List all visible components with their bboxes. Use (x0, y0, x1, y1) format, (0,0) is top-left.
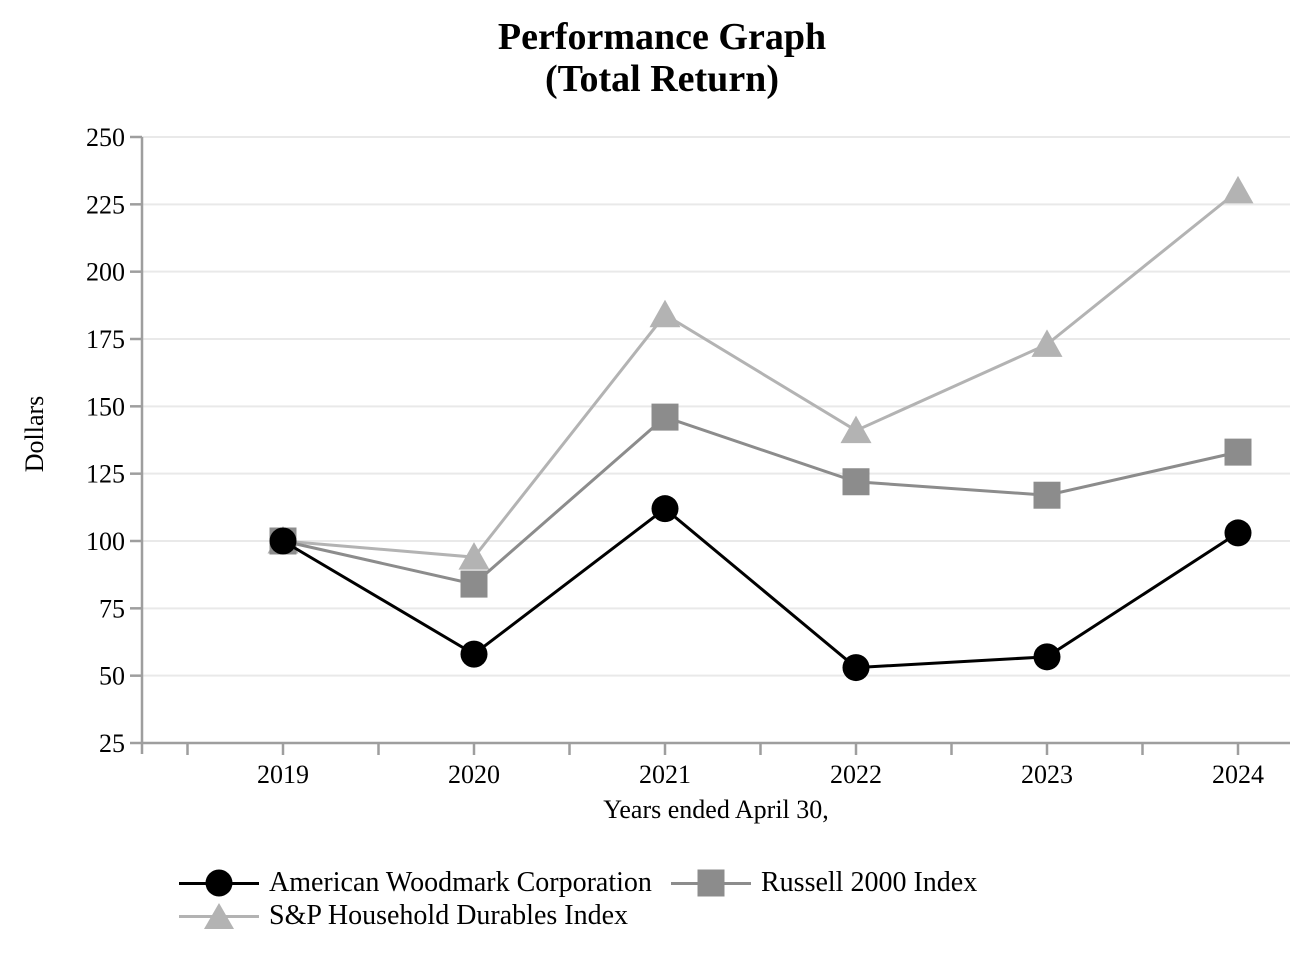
x-axis-tick-label: 2020 (448, 760, 500, 789)
data-point-triangle (1031, 329, 1063, 357)
y-axis-tick-label: 250 (86, 123, 125, 152)
y-axis-tick-label: 125 (86, 460, 125, 489)
series-line-triangle (282, 189, 1239, 559)
legend-label: Russell 2000 Index (761, 867, 978, 898)
data-point-square (842, 468, 870, 496)
chart-title: Performance Graph (Total Return) (9, 16, 1306, 100)
legend-sample (179, 866, 259, 900)
data-point-circle (1224, 519, 1252, 547)
series-line-square (282, 415, 1239, 586)
chart-title-line2: (Total Return) (545, 58, 779, 100)
circle-marker-icon (205, 869, 233, 897)
data-point-square (1224, 438, 1252, 466)
data-point-circle (1033, 643, 1061, 671)
data-point-circle (460, 640, 488, 668)
y-axis-tick-label: 200 (86, 258, 125, 287)
legend-sample (179, 899, 259, 933)
y-axis-tick-label: 150 (86, 392, 125, 421)
legend-sample (671, 866, 751, 900)
x-axis-tick-label: 2024 (1212, 760, 1264, 789)
x-axis-tick-label: 2023 (1021, 760, 1073, 789)
y-axis-tick-label: 25 (99, 729, 125, 758)
legend-item-sp-household-durables: S&P Household Durables Index (179, 899, 628, 933)
triangle-marker-icon (204, 903, 234, 929)
data-point-triangle (1222, 175, 1254, 204)
x-axis-tick-label: 2021 (639, 760, 691, 789)
data-point-square (651, 403, 679, 431)
y-axis-tick-label: 175 (86, 325, 125, 354)
legend-item-american-woodmark: American Woodmark Corporation (179, 866, 652, 900)
chart-title-line1: Performance Graph (497, 16, 827, 58)
y-axis-tick-label: 225 (86, 190, 125, 219)
y-axis-tick-label: 75 (99, 594, 125, 623)
data-point-triangle (458, 542, 490, 570)
data-point-square (460, 570, 488, 598)
data-point-circle (651, 495, 679, 523)
data-point-triangle (840, 415, 872, 444)
data-point-square (1033, 481, 1061, 509)
legend-label: American Woodmark Corporation (269, 867, 652, 898)
x-axis-title: Years ended April 30, (603, 795, 829, 824)
legend-item-russell-2000: Russell 2000 Index (671, 866, 977, 900)
data-point-circle (269, 527, 297, 555)
y-axis-tick-label: 50 (99, 662, 125, 691)
chart-legend: American Woodmark Corporation Russell 20… (0, 0, 1306, 931)
x-axis-tick-label: 2022 (830, 760, 882, 789)
x-axis-tick-label: 2019 (257, 760, 309, 789)
square-marker-icon (697, 869, 725, 897)
legend-label: S&P Household Durables Index (269, 900, 629, 931)
series-line-circle (282, 506, 1239, 670)
data-point-circle (842, 654, 870, 682)
y-axis-tick-label: 100 (86, 527, 125, 556)
data-point-triangle (649, 299, 681, 328)
